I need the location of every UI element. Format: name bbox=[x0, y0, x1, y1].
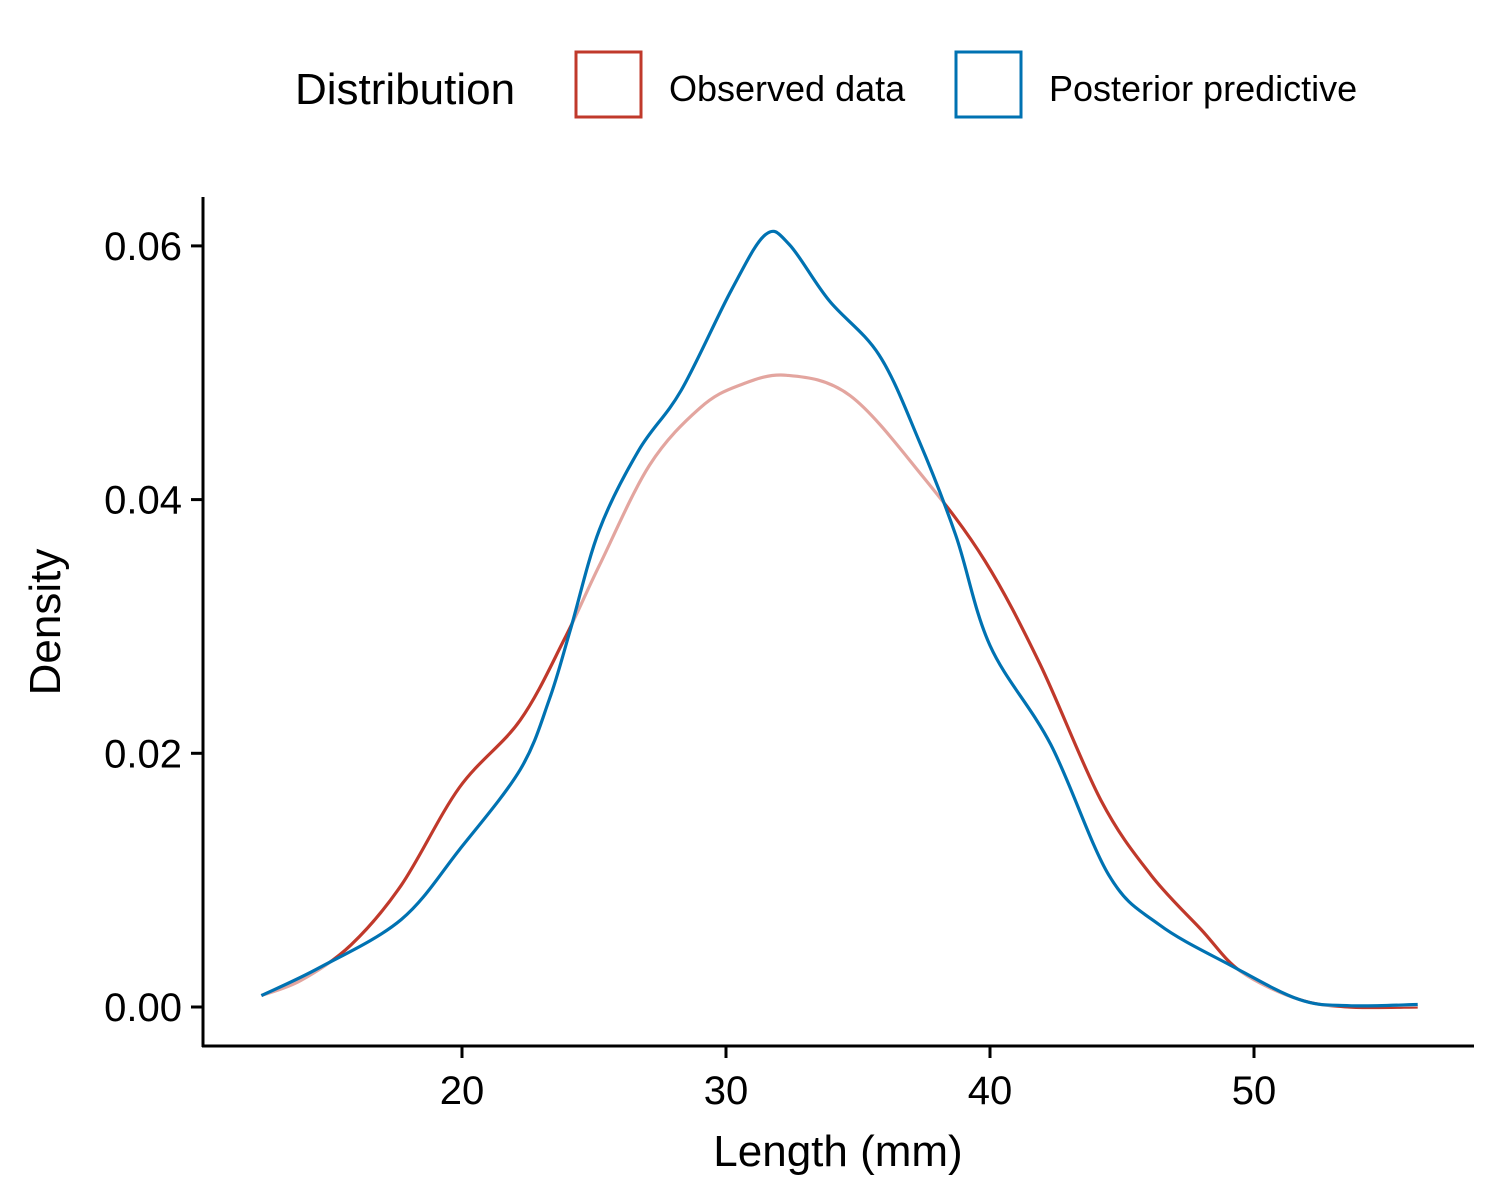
plot-area bbox=[260, 229, 1418, 1010]
legend-label-observed: Observed data bbox=[669, 68, 906, 109]
density-fill-posterior-predictive bbox=[261, 231, 1418, 1007]
x-tick-label: 40 bbox=[968, 1069, 1013, 1113]
x-tick-label: 50 bbox=[1232, 1069, 1277, 1113]
y-tick-label: 0.00 bbox=[104, 986, 182, 1030]
legend: Distribution Observed data Posterior pre… bbox=[295, 50, 1357, 119]
y-axis-ticks: 0.00 0.02 0.04 0.06 bbox=[104, 225, 203, 1030]
legend-key-observed bbox=[574, 50, 643, 119]
x-tick-label: 20 bbox=[440, 1069, 485, 1113]
legend-title: Distribution bbox=[295, 65, 515, 114]
density-line-posterior-predictive bbox=[260, 229, 1418, 1008]
y-tick-label: 0.02 bbox=[104, 732, 182, 776]
x-axis-title: Length (mm) bbox=[713, 1127, 962, 1176]
y-tick-label: 0.04 bbox=[104, 479, 182, 523]
y-axis-title: Density bbox=[21, 549, 70, 696]
x-tick-label: 30 bbox=[704, 1069, 749, 1113]
legend-label-posterior: Posterior predictive bbox=[1049, 68, 1357, 109]
x-axis-ticks: 20 30 40 50 bbox=[440, 1046, 1277, 1113]
legend-key-posterior bbox=[954, 50, 1023, 119]
y-tick-label: 0.06 bbox=[104, 225, 182, 269]
